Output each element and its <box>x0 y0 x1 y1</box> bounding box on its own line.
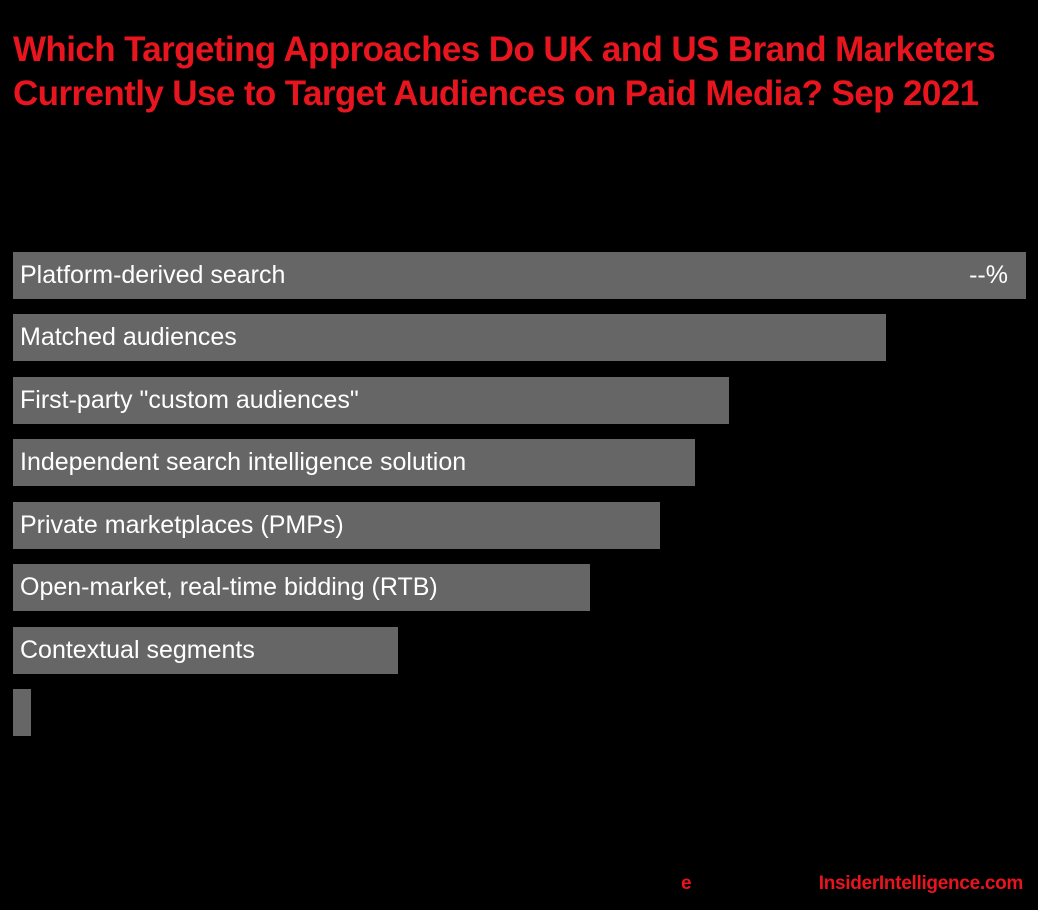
chart-title: Which Targeting Approaches Do UK and US … <box>13 30 996 113</box>
bar-label: Matched audiences <box>20 323 237 351</box>
bar-row: Private marketplaces (PMPs) <box>13 502 660 549</box>
bar <box>13 689 31 736</box>
bar-label: First-party "custom audiences" <box>20 386 359 414</box>
bar-label: Open-market, real-time bidding (RTB) <box>20 573 438 601</box>
bar-row: Contextual segments <box>13 627 398 674</box>
bar <box>13 377 729 424</box>
bar-row: Matched audiences <box>13 314 886 361</box>
bar-row: Independent search intelligence solution <box>13 439 695 486</box>
bar-label: Platform-derived search <box>20 261 286 289</box>
bar <box>13 564 590 611</box>
bar-row: First-party "custom audiences" <box>13 377 729 424</box>
bar <box>13 314 886 361</box>
bar-label: Independent search intelligence solution <box>20 448 467 476</box>
source-site-link[interactable]: InsiderIntelligence.com <box>818 873 1024 894</box>
bar-label: Contextual segments <box>20 636 255 664</box>
bar <box>13 502 660 549</box>
bar <box>13 252 1026 299</box>
emarketer-logo-icon: e <box>681 873 692 894</box>
bar <box>13 627 398 674</box>
bar-row <box>13 689 31 736</box>
bar-value: --% <box>969 261 1008 289</box>
bar-label: Private marketplaces (PMPs) <box>20 511 344 539</box>
bar-row: Platform-derived search --% <box>13 252 1026 299</box>
bar <box>13 439 695 486</box>
bar-row: Open-market, real-time bidding (RTB) <box>13 564 590 611</box>
